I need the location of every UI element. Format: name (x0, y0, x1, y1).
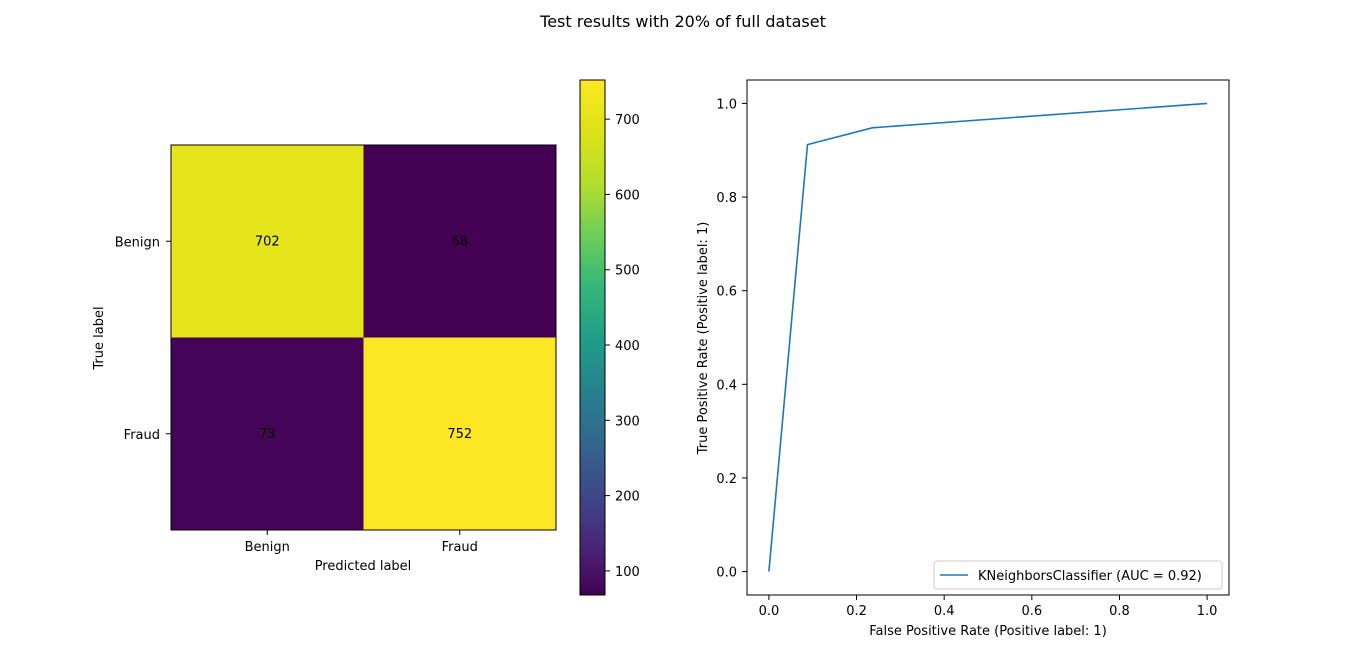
confusion-matrix-ylabel: True label (92, 306, 107, 370)
roc-series (768, 102, 1208, 572)
cm-cell-value: 68 (451, 234, 468, 249)
roc-legend-label: KNeighborsClassifier (AUC = 0.92) (978, 569, 1202, 584)
colorbar-tick-label: 600 (615, 188, 640, 203)
cm-cell-value: 73 (259, 427, 276, 442)
figure-title: Test results with 20% of full dataset (539, 12, 826, 31)
colorbar-tick-label: 500 (615, 264, 640, 279)
cm-cell (363, 337, 556, 530)
roc-ytick-label: 1.0 (716, 97, 737, 112)
cm-cell (363, 145, 556, 338)
roc-legend: KNeighborsClassifier (AUC = 0.92) (933, 560, 1223, 590)
colorbar-gradient (580, 80, 605, 595)
cm-cell (171, 145, 364, 338)
colorbar-ticks: 100 200 300 400 500 600 700 (605, 113, 640, 580)
confusion-matrix-cells: 702 68 73 752 (171, 145, 556, 530)
colorbar-frame (579, 79, 606, 596)
colorbar-tick-label: 300 (615, 414, 640, 429)
roc-ytick-label: 0.6 (716, 285, 737, 300)
colorbar-tick-label: 100 (615, 565, 640, 580)
colorbar-tick-label: 700 (615, 113, 640, 128)
cm-cell-value: 702 (255, 234, 280, 249)
confusion-matrix-axes: Benign Fraud Benign Fraud (115, 235, 478, 555)
roc-curve-line (768, 102, 1208, 572)
roc-xtick-label: 0.6 (1021, 604, 1042, 619)
roc-axes-ticks: 0.0 0.2 0.4 0.6 0.8 1.0 0.0 0.2 0.4 0.6 0.8 1.0 (716, 97, 1217, 619)
confusion-matrix-frame (170, 144, 557, 531)
cm-xtick-label: Fraud (442, 540, 478, 555)
roc-ytick-label: 0.0 (716, 566, 737, 581)
roc-legend-box (933, 560, 1223, 590)
roc-xtick-label: 0.0 (759, 604, 780, 619)
colorbar-panel: 100 200 300 400 500 600 700 (579, 79, 640, 596)
roc-panel: 0.0 0.2 0.4 0.6 0.8 1.0 0.0 0.2 0.4 0.6 0.8 1.0 Fal… (696, 79, 1230, 639)
colorbar-tick-label: 200 (615, 490, 640, 505)
roc-xtick-label: 1.0 (1197, 604, 1218, 619)
roc-ytick-label: 0.4 (716, 378, 737, 393)
colorbar-tick-label: 400 (615, 339, 640, 354)
confusion-matrix-xlabel: Predicted label (315, 559, 412, 574)
roc-ytick-label: 0.2 (716, 472, 737, 487)
roc-axes-frame (746, 79, 1230, 596)
roc-ytick-label: 0.8 (716, 191, 737, 206)
roc-xlabel: False Positive Rate (Positive label: 1) (869, 624, 1107, 639)
roc-xtick-label: 0.4 (934, 604, 955, 619)
cm-ytick-label: Fraud (124, 428, 160, 443)
roc-xtick-label: 0.2 (846, 604, 867, 619)
confusion-matrix-panel: 702 68 73 752 Benign Fraud Benign Fraud Predic… (92, 144, 557, 574)
cm-ytick-label: Benign (115, 235, 160, 250)
cm-cell-value: 752 (447, 427, 472, 442)
cm-cell (171, 337, 364, 530)
cm-xtick-label: Benign (245, 540, 290, 555)
roc-xtick-label: 0.8 (1109, 604, 1130, 619)
roc-ylabel: True Positive Rate (Positive label: 1) (696, 222, 711, 456)
